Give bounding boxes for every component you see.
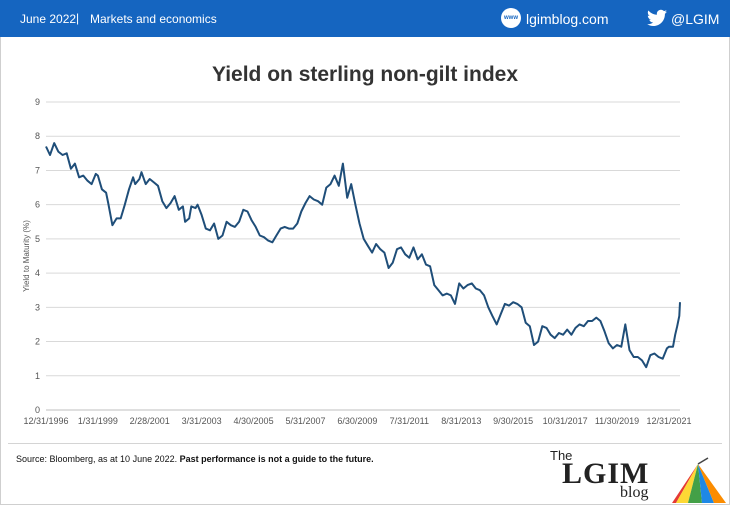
logo-the: The — [550, 448, 573, 463]
x-tick-label: 11/30/2019 — [595, 416, 639, 426]
x-tick-label: 3/31/2003 — [182, 416, 222, 426]
source-text: Source: Bloomberg, as at 10 June 2022. — [16, 454, 178, 464]
x-tick-label: 10/31/2017 — [543, 416, 588, 426]
x-tick-label: 6/30/2009 — [337, 416, 377, 426]
globe-icon: www — [501, 8, 521, 28]
site-link[interactable]: lgimblog.com — [526, 11, 609, 27]
y-axis-label: Yield to Maturity (%) — [22, 220, 31, 292]
x-tick-label: 4/30/2005 — [234, 416, 274, 426]
logo-blog: blog — [620, 484, 649, 501]
twitter-handle-link[interactable]: @LGIM — [671, 11, 720, 27]
x-tick-label: 5/31/2007 — [285, 416, 325, 426]
chart-title: Yield on sterling non-gilt index — [211, 63, 519, 86]
y-tick-label: 1 — [35, 371, 40, 381]
footer-divider — [8, 443, 722, 444]
x-tick-label: 8/31/2013 — [441, 416, 481, 426]
y-tick-label: 3 — [35, 302, 40, 312]
x-tick-label: 7/31/2011 — [390, 416, 429, 426]
x-tick-label: 12/31/2021 — [646, 416, 691, 426]
series-line-0 — [45, 142, 681, 369]
twitter-icon — [647, 9, 667, 26]
header-separator: | — [76, 11, 80, 25]
lgim-blog-logo: The LGIM blog — [548, 448, 728, 503]
disclaimer-text: Past performance is not a guide to the f… — [179, 454, 374, 464]
y-tick-label: 0 — [35, 405, 40, 415]
section-label[interactable]: Markets and economics — [90, 12, 217, 26]
x-tick-label: 12/31/1996 — [23, 416, 68, 426]
logo-lgim: LGIM — [562, 457, 650, 490]
x-tick-label: 9/30/2015 — [493, 416, 533, 426]
y-tick-label: 5 — [35, 234, 40, 244]
y-tick-label: 9 — [35, 97, 40, 107]
publication-date: June 2022 — [20, 12, 77, 26]
header-bar: June 2022 | Markets and economics www lg… — [0, 0, 730, 37]
y-tick-label: 8 — [35, 131, 40, 141]
x-tick-label: 1/31/1999 — [78, 416, 118, 426]
x-tick-label: 2/28/2001 — [130, 416, 170, 426]
y-tick-label: 7 — [35, 165, 40, 175]
y-tick-label: 4 — [35, 268, 40, 278]
y-tick-label: 6 — [35, 200, 40, 210]
y-tick-label: 2 — [35, 337, 40, 347]
umbrella-icon — [672, 457, 726, 503]
source-note: Source: Bloomberg, as at 10 June 2022. P… — [16, 454, 374, 464]
